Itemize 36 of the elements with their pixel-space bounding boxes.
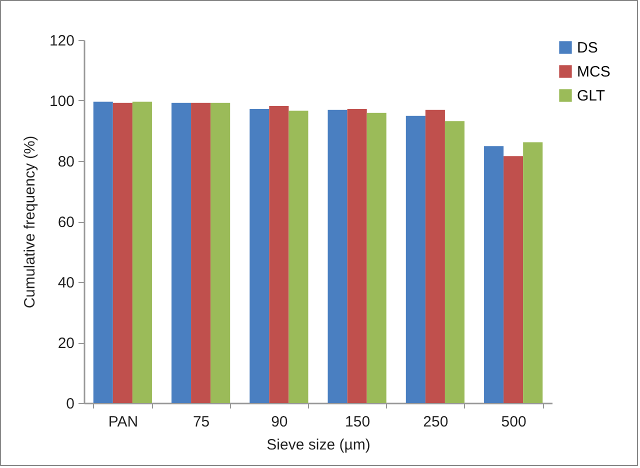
x-tick-label: 150: [345, 414, 370, 430]
bar: [328, 110, 348, 403]
bar: [93, 102, 113, 403]
y-tick-label: 20: [58, 335, 74, 352]
bar: [269, 106, 289, 403]
legend-label: GLT: [577, 88, 606, 104]
bar: [523, 142, 543, 403]
y-tick-label: 100: [49, 93, 74, 110]
y-tick-label: 60: [58, 214, 74, 231]
bar: [250, 108, 270, 403]
legend-label: DS: [577, 40, 598, 56]
x-tick-label: PAN: [108, 414, 138, 430]
bar: [210, 102, 230, 403]
bar: [425, 110, 445, 403]
y-tick-label: 0: [66, 396, 74, 412]
y-tick-label: 80: [58, 154, 74, 170]
x-tick-label: 75: [192, 414, 210, 430]
legend-label: MCS: [577, 64, 610, 80]
bar: [191, 102, 211, 403]
x-tick-label: 90: [271, 414, 288, 430]
bar: [172, 102, 192, 403]
bar: [288, 110, 308, 403]
x-tick-label: 500: [501, 414, 526, 430]
bar: [444, 121, 464, 403]
x-tick-label: 250: [423, 414, 448, 430]
x-axis-title: Sieve size (µm): [266, 436, 370, 454]
bar: [406, 116, 426, 403]
bar: [366, 112, 386, 403]
bar: [112, 102, 132, 403]
bar: [132, 102, 152, 403]
bar: [484, 146, 504, 403]
bar: [347, 108, 367, 403]
bar: [504, 156, 524, 403]
y-axis-title: Cumulative frequency (%): [21, 136, 38, 308]
y-tick-label: 120: [49, 32, 74, 50]
y-tick-label: 40: [58, 274, 74, 292]
